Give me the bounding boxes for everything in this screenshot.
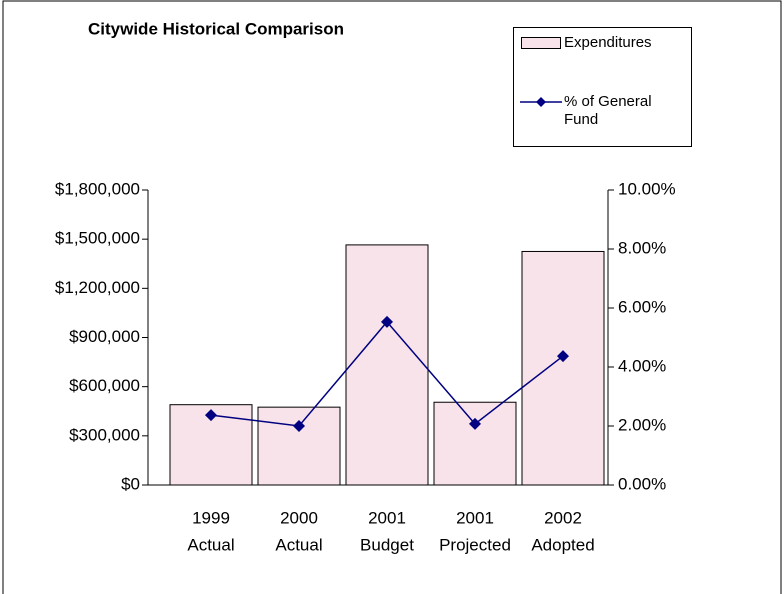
- x-tick-label: 1999: [192, 508, 230, 527]
- x-tick-label: 2000: [280, 508, 318, 527]
- x-tick-label: Budget: [360, 535, 414, 554]
- legend-label: % of General Fund: [564, 93, 652, 128]
- y-tick-label: $1,200,000: [55, 278, 140, 297]
- y-tick-label: $900,000: [69, 327, 140, 346]
- bar: [433, 401, 517, 486]
- line-marker: [381, 315, 393, 328]
- bar: [257, 406, 341, 486]
- y-tick-label: $1,800,000: [55, 179, 140, 198]
- line-marker: [469, 417, 481, 430]
- x-tick-label: 2001: [456, 508, 494, 527]
- legend-item: Expenditures: [521, 34, 674, 52]
- x-tick-label: Adopted: [531, 535, 594, 554]
- y2-tick-label: 0.00%: [618, 474, 666, 493]
- y-tick-label: $1,500,000: [55, 229, 140, 248]
- y2-tick-label: 2.00%: [618, 415, 666, 434]
- line-marker: [293, 420, 305, 432]
- chart-title: Citywide Historical Comparison: [88, 19, 344, 38]
- bar: [345, 244, 429, 486]
- x-tick-label: 2001: [368, 508, 406, 527]
- bar: [521, 250, 605, 486]
- y-tick-label: $0: [121, 474, 140, 493]
- y-tick-label: $300,000: [69, 425, 140, 444]
- x-tick-label: 2002: [544, 508, 582, 527]
- x-tick-label: Projected: [439, 535, 511, 554]
- legend-label: Expenditures: [564, 34, 652, 51]
- legend-item: % of General Fund: [520, 93, 674, 129]
- x-tick-label: Actual: [187, 535, 234, 554]
- y2-tick-label: 6.00%: [618, 297, 666, 316]
- legend: Expenditures % of General Fund: [513, 27, 692, 147]
- y-tick-label: $600,000: [69, 376, 140, 395]
- legend-swatch: [521, 37, 561, 49]
- y2-tick-label: 8.00%: [618, 238, 666, 257]
- legend-swatch-rect: [521, 37, 561, 49]
- line-marker: [557, 350, 569, 363]
- legend-swatch: [520, 97, 562, 107]
- x-tick-label: Actual: [275, 535, 322, 554]
- y2-tick-label: 4.00%: [618, 356, 666, 375]
- line-marker: [205, 409, 217, 422]
- legend-marker: [536, 97, 546, 107]
- y2-tick-label: 10.00%: [618, 179, 676, 198]
